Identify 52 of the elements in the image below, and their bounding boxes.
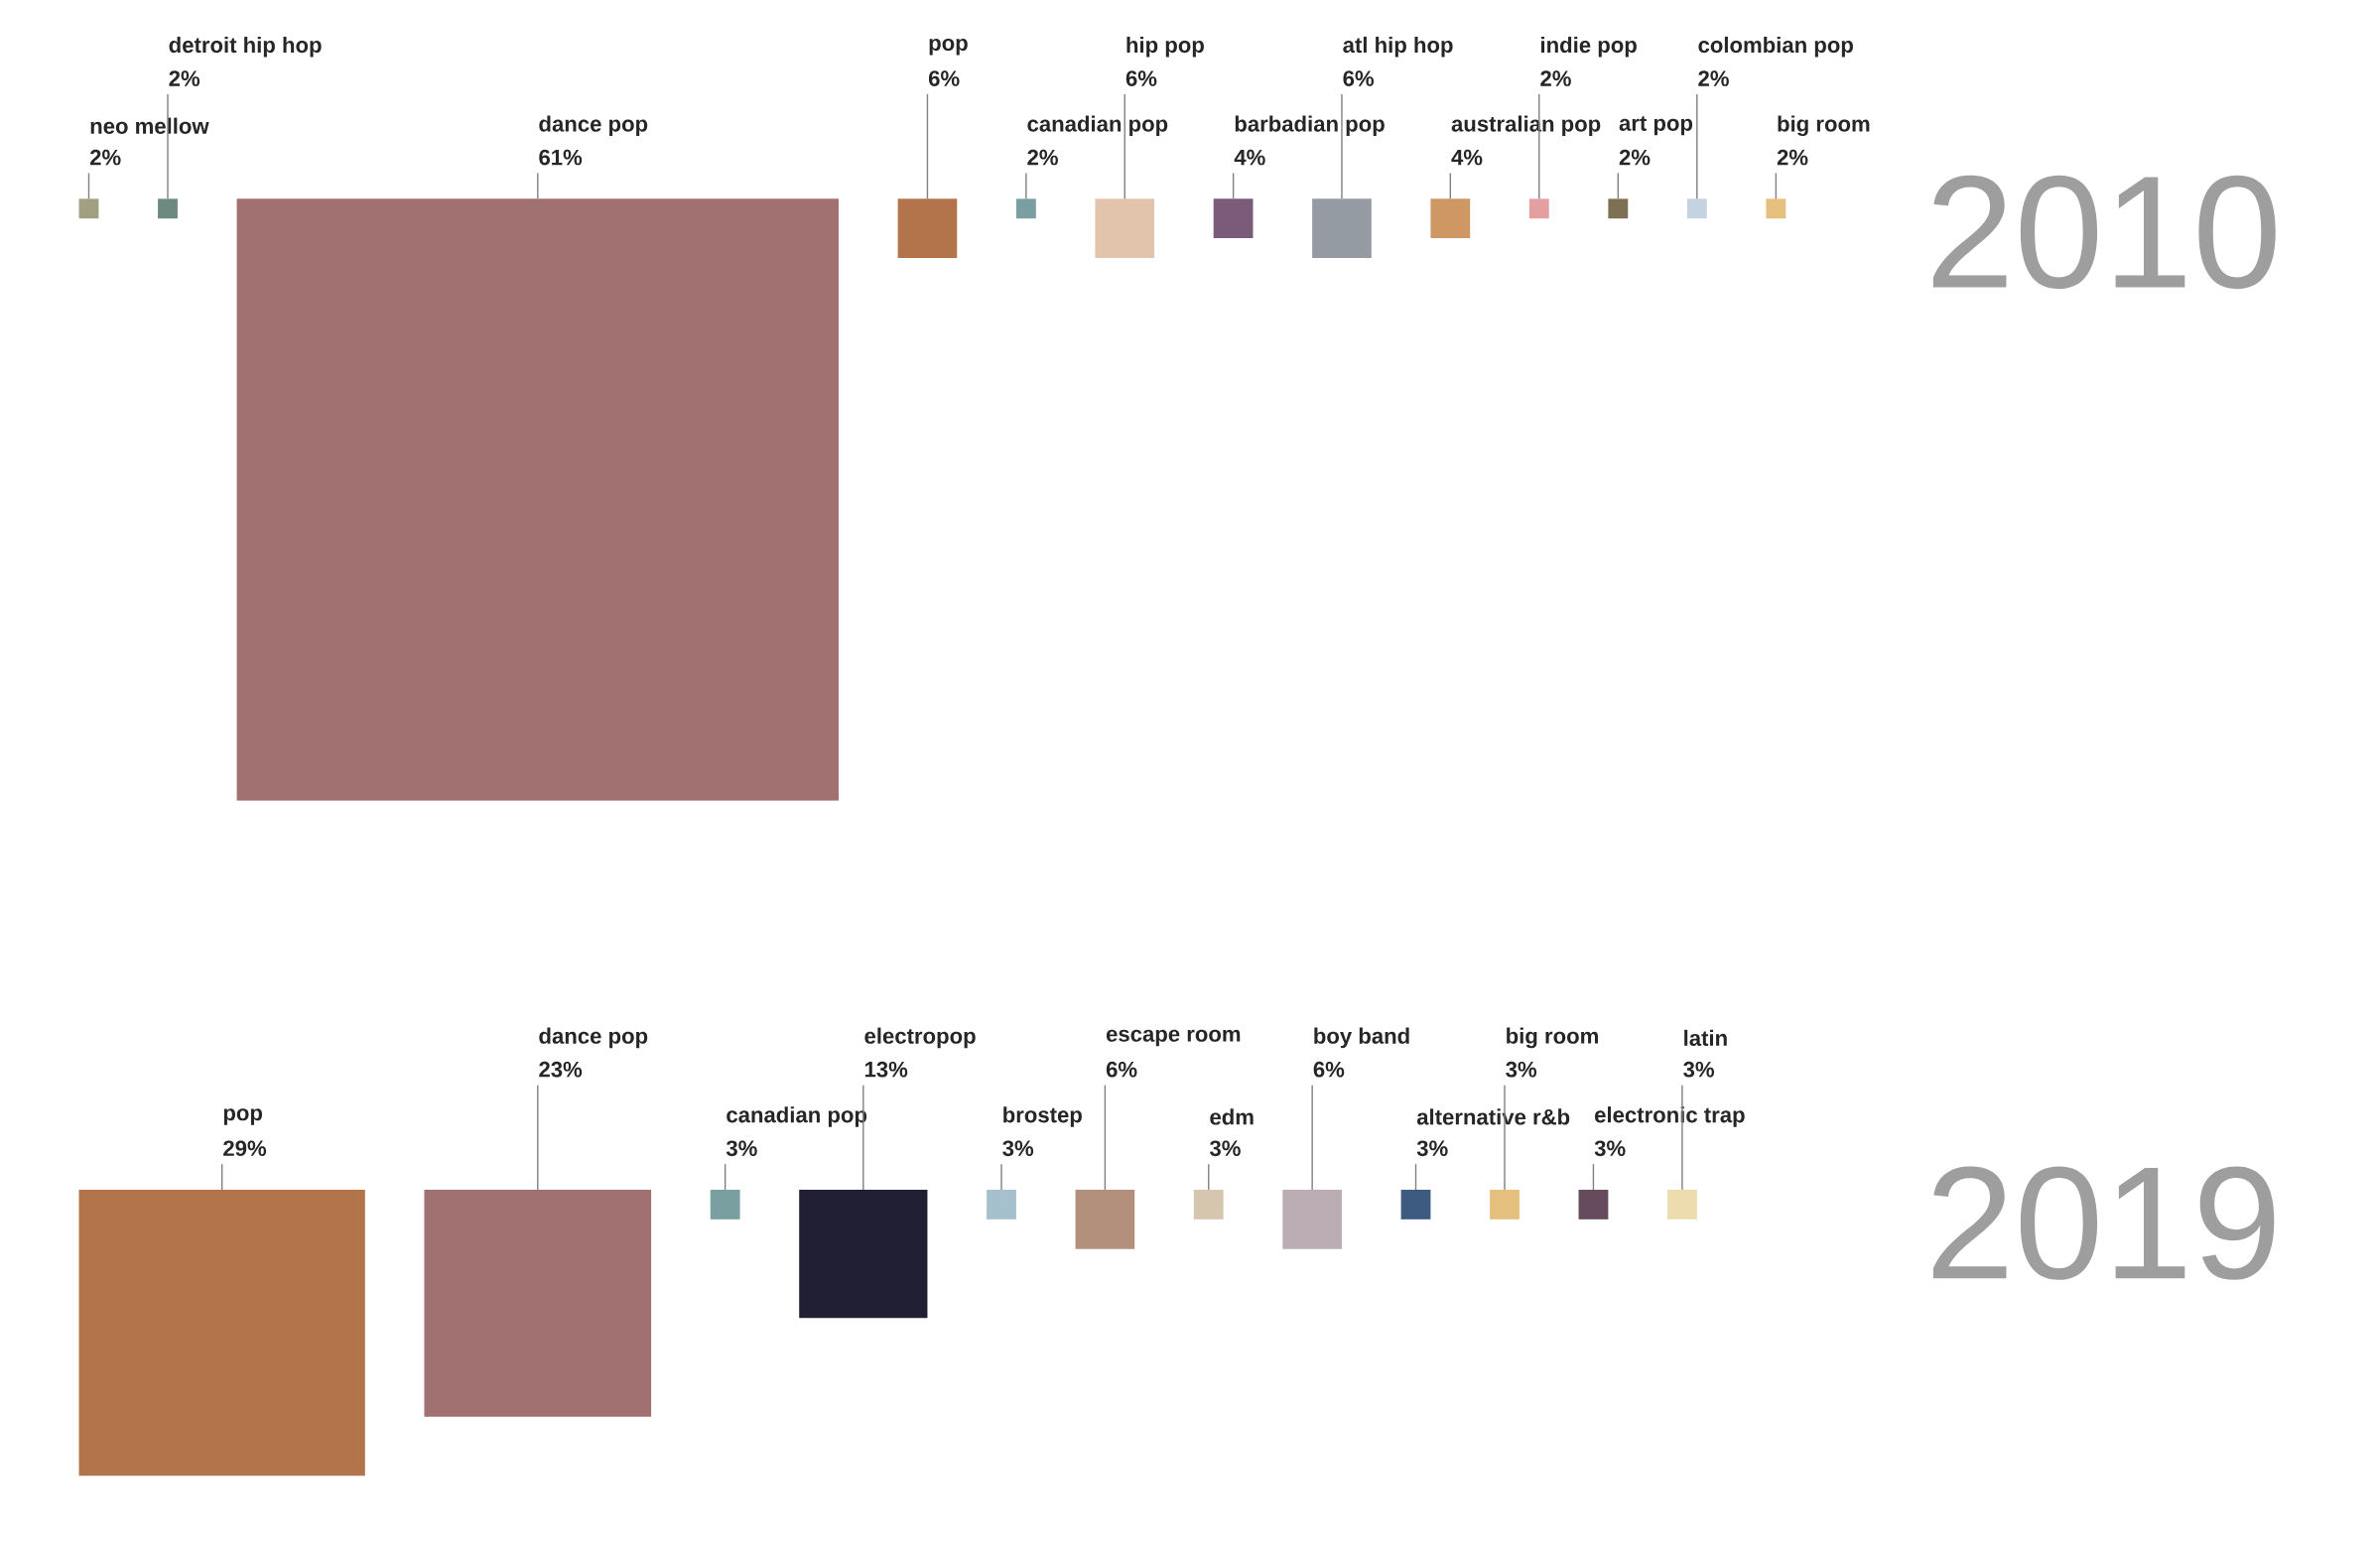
category-label: hip pop (1126, 36, 1204, 58)
data-label: 3% (1209, 1140, 1241, 1156)
data-label: 2% (1698, 70, 1729, 86)
data-label: 29% (223, 1140, 267, 1156)
text: 2019 (1932, 1166, 2275, 1280)
data-label: 4% (1451, 149, 1483, 166)
data-label: 2% (89, 149, 121, 166)
data-label: 3% (1416, 1140, 1448, 1156)
category-label: atl hip hop (1343, 36, 1453, 58)
data-label: 61% (539, 149, 583, 166)
data-label: 2% (1619, 149, 1651, 166)
data-label: 4% (1234, 149, 1265, 166)
category-label: pop (223, 1107, 263, 1125)
category-label: neo mellow (90, 117, 209, 134)
category-label: canadian pop (1027, 115, 1168, 136)
data-label: 23% (539, 1061, 583, 1078)
data-label: 6% (928, 70, 960, 86)
category-label: indie pop (1541, 36, 1637, 58)
data-label: 3% (1594, 1140, 1626, 1156)
category-label: colombian pop (1698, 36, 1853, 58)
category-label: canadian pop (727, 1105, 867, 1127)
category-label: detroit hip hop (169, 36, 322, 58)
category-label: brostep (1003, 1105, 1082, 1127)
category-label: electronic trap (1595, 1105, 1745, 1127)
category-label: art pop (1619, 116, 1693, 136)
category-label: dance pop (539, 1027, 648, 1049)
category-label: latin (1684, 1029, 1727, 1046)
category-label: dance pop (539, 115, 648, 136)
category-label: big room (1778, 115, 1870, 136)
data-label: 2% (1027, 149, 1058, 166)
data-label: 3% (1002, 1140, 1034, 1156)
category-label: australian pop (1451, 115, 1601, 136)
data-label: 6% (1313, 1061, 1345, 1078)
data-label: 3% (1683, 1061, 1715, 1078)
category-label: pop (929, 38, 968, 56)
category-label: big room (1507, 1027, 1598, 1049)
data-label: 6% (1343, 70, 1375, 86)
category-label: boy band (1314, 1027, 1409, 1049)
category-label: alternative r&b (1416, 1108, 1570, 1125)
category-label: electropop (864, 1027, 976, 1049)
data-label: 2% (169, 70, 200, 86)
data-label: 3% (726, 1140, 757, 1156)
data-label: 2% (1540, 70, 1571, 86)
data-label: 3% (1506, 1061, 1537, 1078)
category-label: escape room (1106, 1029, 1241, 1046)
data-label: 2% (1777, 149, 1808, 166)
category-label: edm (1210, 1108, 1254, 1125)
data-label: 13% (864, 1061, 908, 1078)
data-label: 6% (1125, 70, 1157, 86)
data-label: 6% (1106, 1061, 1137, 1078)
category-label: barbadian pop (1235, 115, 1385, 136)
text: 2010 (1932, 175, 2276, 289)
